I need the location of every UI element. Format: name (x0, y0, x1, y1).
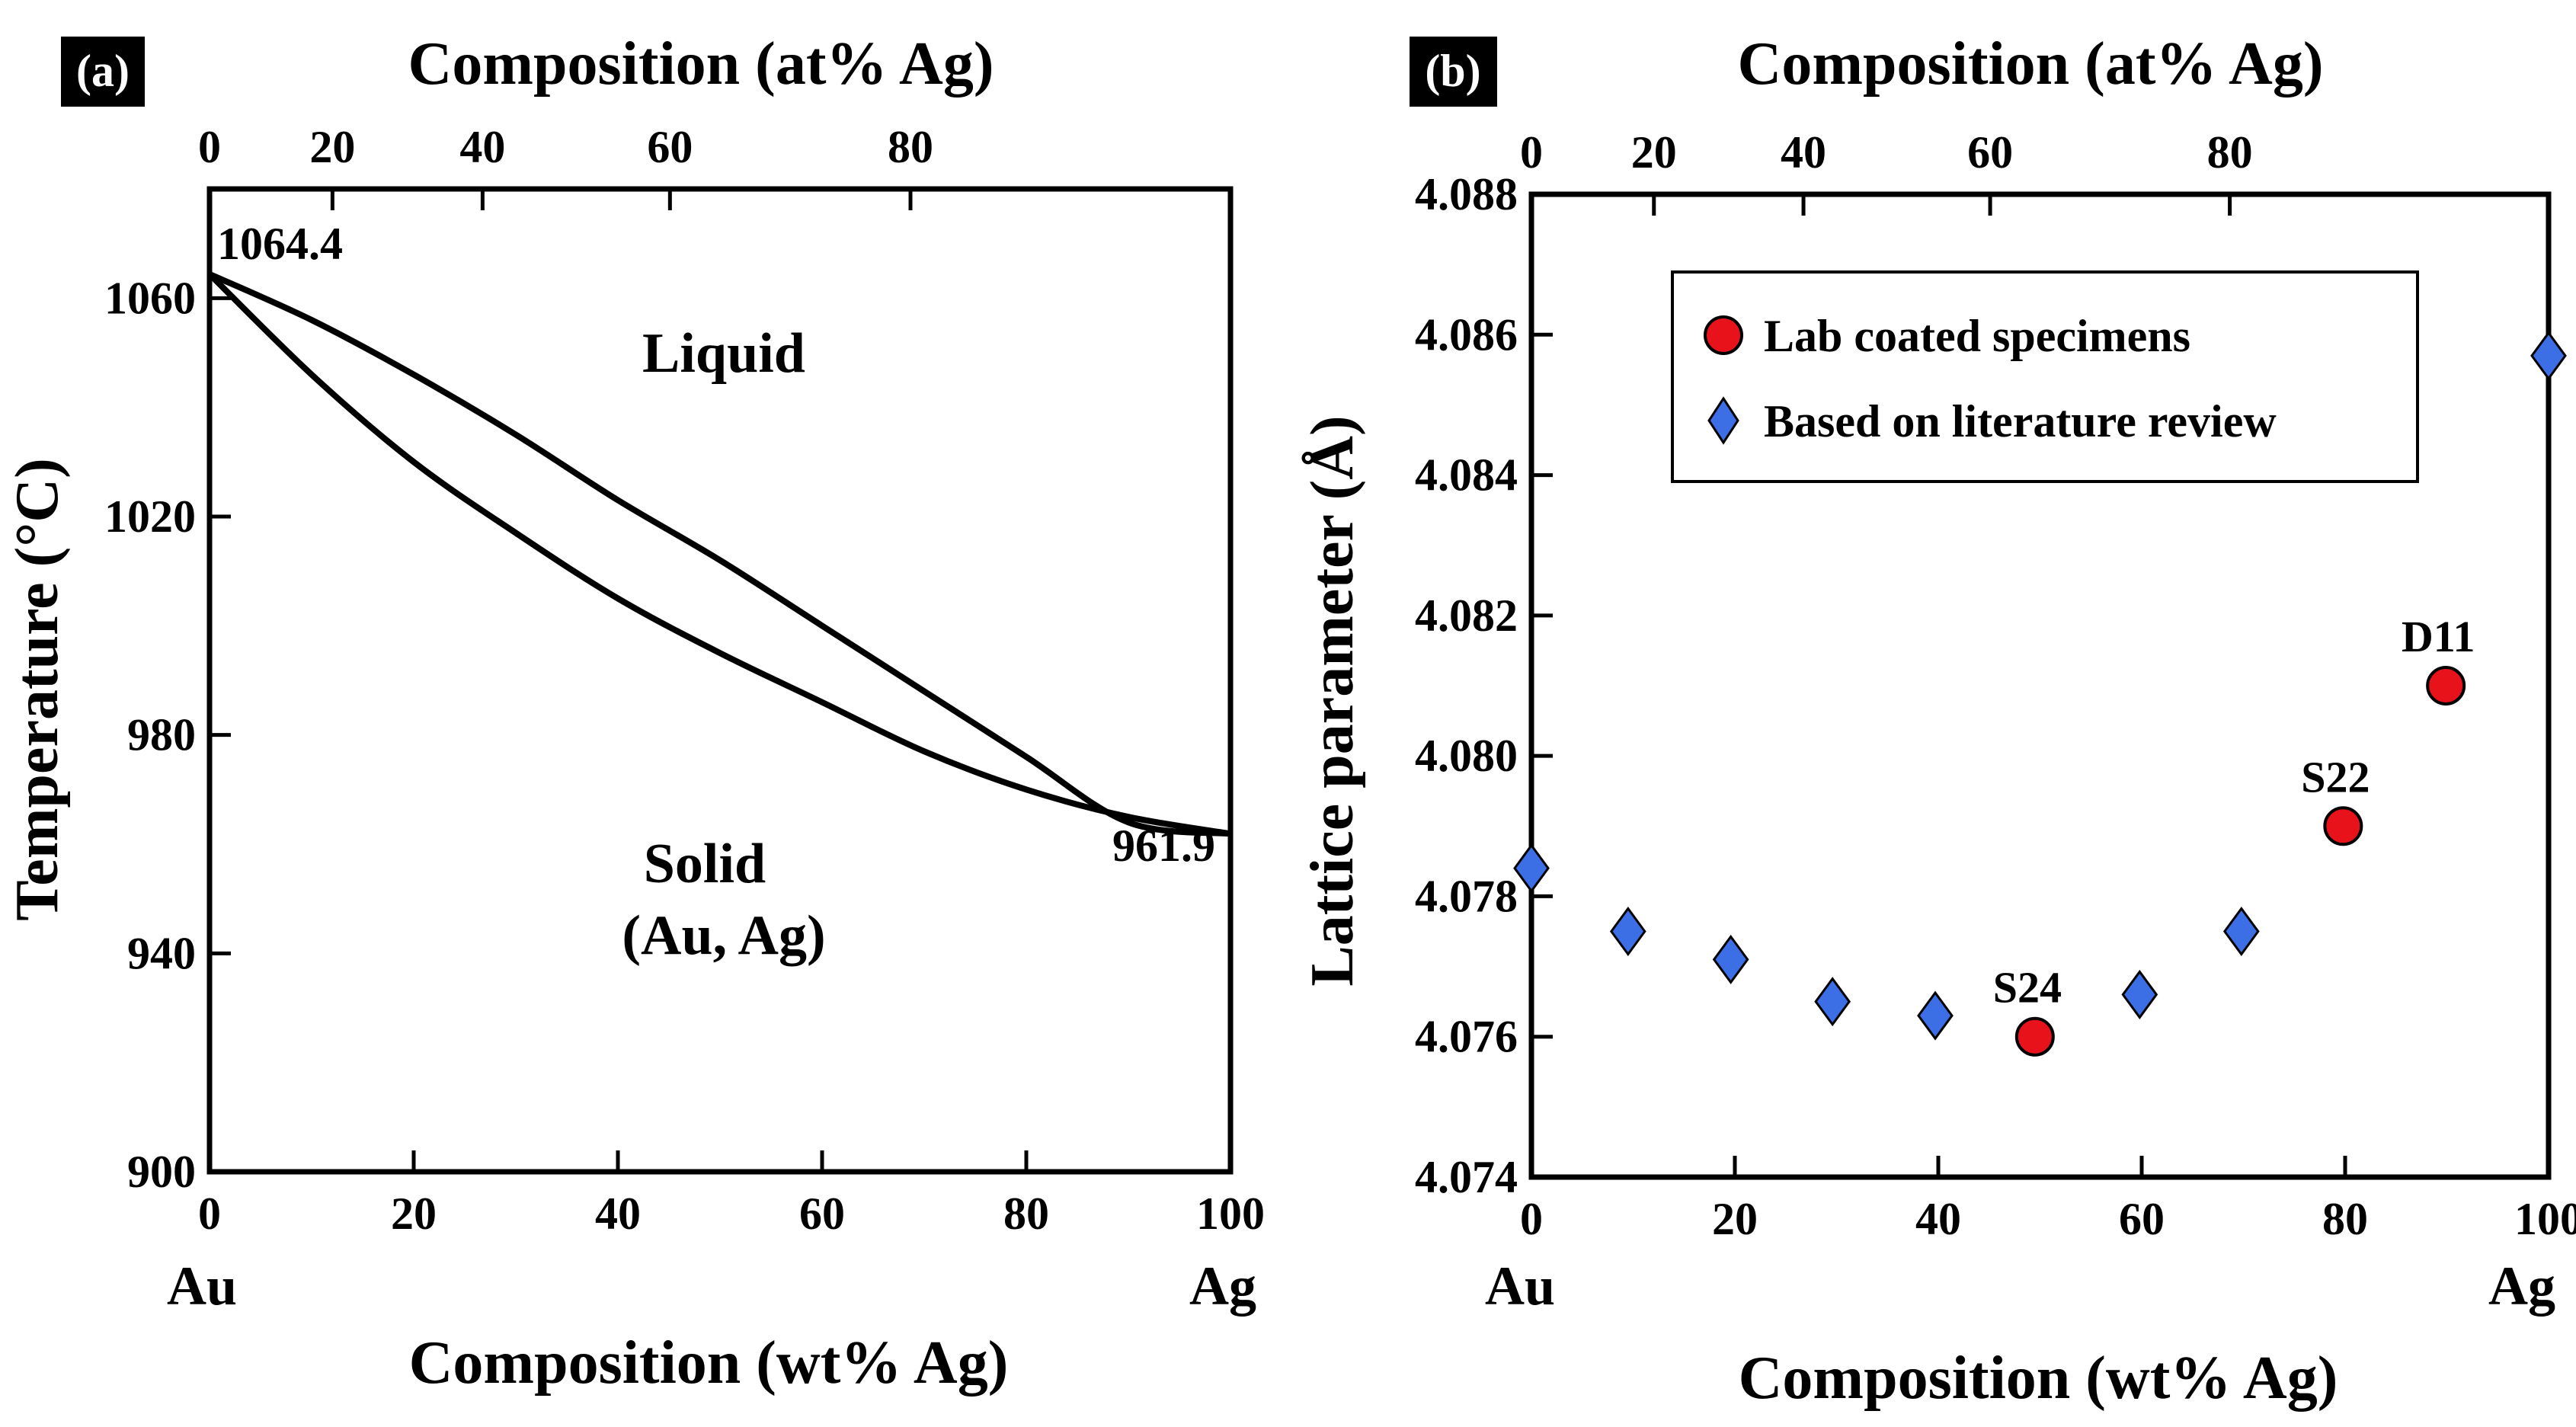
literature-point (2222, 906, 2260, 957)
panel-b-plot-frame (1528, 191, 2552, 1180)
panel-b-y-axis-title: Lattice parameter (Å) (1299, 415, 1366, 986)
literature-point (2121, 969, 2158, 1019)
legend-circle-marker (1704, 315, 1743, 355)
panel-a-label-box (61, 37, 145, 107)
panel-b-top-tick-label: 20 (1631, 127, 1677, 178)
panel-a-x-tick-label: 0 (198, 1189, 221, 1239)
panel-a-right-end-label: Ag (1189, 1256, 1256, 1317)
legend-entry-literature: Based on literature review (1764, 396, 2277, 446)
panel-a-top-tick-label: 20 (309, 122, 355, 172)
panel-b-y-tick-label: 4.074 (1415, 1152, 1518, 1202)
panel-b-top-tick-label: 80 (2207, 127, 2253, 178)
panel-a-label: (a) (76, 46, 130, 96)
panel-a-top-tick-label: 60 (647, 122, 693, 172)
solid-region-label: Solid (644, 833, 766, 895)
panel-b-y-tick-label: 4.082 (1415, 590, 1518, 641)
specimen-label: S22 (2301, 752, 2370, 801)
panel-a-plot-frame (206, 186, 1234, 1175)
panel-b-x-tick-label: 20 (1712, 1194, 1758, 1244)
literature-point (1917, 990, 1954, 1041)
panel-a-x-tick-label: 100 (1196, 1189, 1265, 1239)
panel-a-x-tick-label: 80 (1003, 1189, 1049, 1239)
panel-b-x-tick-label: 0 (1520, 1194, 1543, 1244)
panel-a-x-axis-title: Composition (wt% Ag) (409, 1329, 1009, 1397)
panel-a-top-tick-label: 0 (198, 122, 221, 172)
panel-b-y-tick-label: 4.080 (1415, 731, 1518, 781)
panel-a-left-end-label: Au (167, 1256, 237, 1317)
lab-specimen-point (2323, 806, 2363, 846)
panel-b-y-tick-label: 4.076 (1415, 1012, 1518, 1062)
panel-b-y-tick-label: 4.088 (1415, 169, 1518, 219)
panel-a-y-tick-label: 940 (127, 928, 196, 978)
literature-point (1712, 934, 1749, 984)
legend-entry-lab-coated: Lab coated specimens (1764, 311, 2190, 361)
panel-b-label-box (1410, 37, 1497, 107)
panel-b-x-tick-label: 60 (2119, 1194, 2165, 1244)
specimen-label: S24 (1993, 963, 2062, 1013)
panel-a-x-tick-label: 40 (595, 1189, 641, 1239)
specimen-label: D11 (2402, 612, 2475, 661)
panel-a-y-tick-label: 1020 (104, 491, 196, 542)
panel-a-top-tick-label: 80 (888, 122, 933, 172)
panel-b-y-tick-label: 4.078 (1415, 871, 1518, 921)
panel-b-top-tick-label: 0 (1520, 127, 1543, 178)
panel-b-x-tick-label: 80 (2322, 1194, 2368, 1244)
literature-point (1609, 906, 1646, 957)
panel-b-left-end-label: Au (1485, 1256, 1555, 1317)
legend-diamond-marker (1707, 396, 1739, 445)
panel-a-y-tick-label: 1060 (104, 273, 196, 323)
panel-a-x-tick-label: 60 (799, 1189, 845, 1239)
liquidus-curve (208, 271, 1231, 837)
solid-region-sublabel: (Au, Ag) (622, 904, 825, 967)
lab-specimen-point (2014, 1016, 2055, 1057)
panel-b-top-tick-label: 60 (1967, 127, 2013, 178)
panel-b-top-tick-label: 40 (1781, 127, 1826, 178)
panel-a: (a) Composition (at% Ag) Composition (wt… (4, 30, 1265, 1397)
panel-a-x-tick-label: 20 (391, 1189, 437, 1239)
liquid-region-label: Liquid (642, 322, 805, 385)
panel-a-top-axis-title: Composition (at% Ag) (408, 30, 994, 98)
panel-b: (b) Composition (at% Ag) Composition (wt… (1299, 30, 2576, 1412)
panel-b-top-axis-title: Composition (at% Ag) (1738, 30, 2324, 98)
panel-b-y-tick-label: 4.084 (1415, 450, 1518, 501)
panel-a-y-tick-label: 900 (127, 1147, 196, 1197)
panel-b-legend: Lab coated specimens Based on literature… (1671, 270, 2419, 483)
panel-b-x-tick-label: 40 (1915, 1194, 1961, 1244)
lab-specimen-point (2426, 666, 2466, 706)
au-melting-point-label: 1064.4 (217, 219, 343, 269)
panel-b-y-tick-label: 4.086 (1415, 309, 1518, 360)
panel-b-x-axis-title: Composition (wt% Ag) (1739, 1345, 2338, 1412)
solidus-curve (207, 271, 1231, 837)
legend-box (1671, 270, 2419, 483)
panel-b-right-end-label: Ag (2488, 1256, 2555, 1317)
panel-a-top-tick-label: 40 (459, 122, 505, 172)
panel-b-label: (b) (1425, 46, 1480, 96)
panel-a-y-axis-title: Temperature (°C) (4, 458, 71, 920)
literature-point (1814, 977, 1851, 1027)
literature-point (2530, 331, 2567, 381)
panel-b-x-tick-label: 100 (2514, 1194, 2576, 1244)
literature-point (1513, 843, 1550, 894)
panel-a-y-tick-label: 980 (127, 710, 196, 760)
